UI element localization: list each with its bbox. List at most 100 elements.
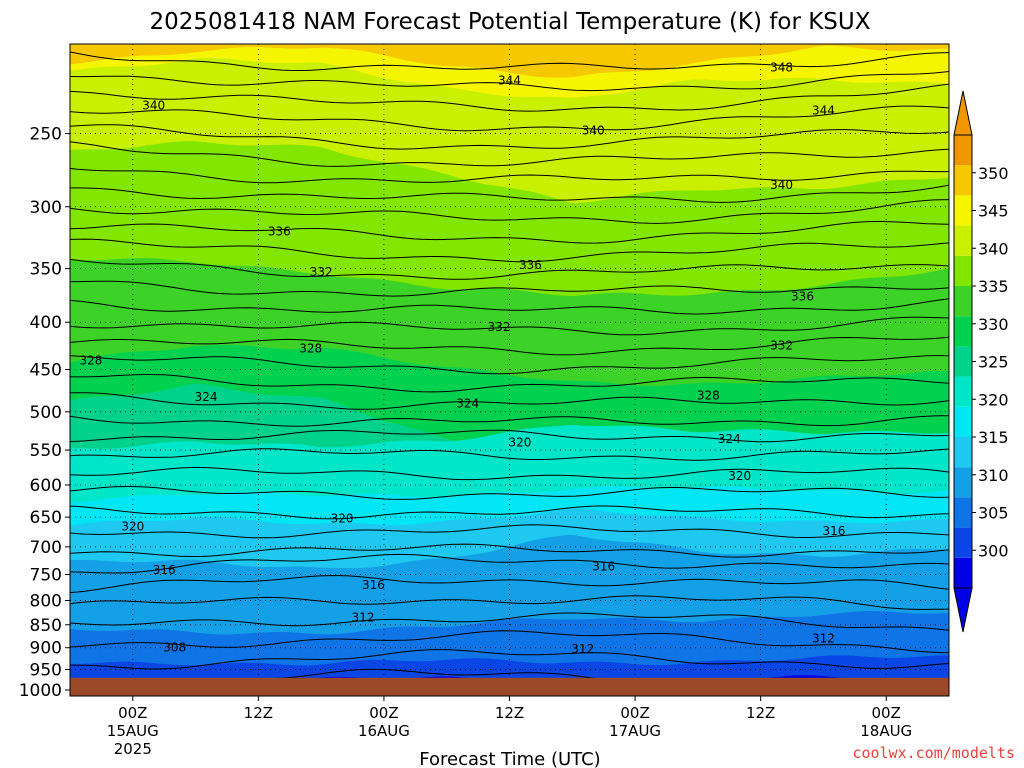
x-tick-date: 15AUG — [107, 722, 159, 740]
isentrope — [70, 298, 949, 315]
contour-label: 340 — [582, 123, 605, 137]
y-axis: 250 300 350 400 450 500 550 600 650 700 750 800 850 9… — [19, 125, 70, 701]
isentrope — [70, 429, 949, 443]
colorbar-segment — [954, 557, 972, 588]
contour-label: 312 — [352, 611, 375, 625]
colorbar: 300 305 310 315 320 325 330 335 340 345 350 — [953, 90, 1009, 633]
grid — [70, 44, 949, 696]
y-tick-label: 750 — [30, 566, 62, 586]
colorbar-segment — [954, 527, 972, 558]
isentrope — [70, 167, 949, 184]
y-tick-label: 250 — [30, 125, 62, 145]
isentrope — [70, 51, 949, 71]
colorbar-segment — [954, 165, 972, 196]
contour-label: 336 — [791, 289, 814, 303]
y-tick-label: 950 — [30, 660, 62, 680]
y-tick-label: 900 — [30, 639, 62, 659]
isentrope — [70, 524, 949, 539]
isentrope — [70, 553, 949, 574]
contour-label: 316 — [362, 578, 385, 592]
colorbar-label: 350 — [978, 164, 1009, 183]
y-tick-label: 350 — [30, 260, 62, 280]
isentrope — [70, 612, 949, 631]
colorbar-extend-low — [953, 587, 973, 633]
contour-label: 312 — [812, 632, 835, 646]
isentrope — [70, 238, 949, 263]
isentrope — [70, 141, 949, 167]
isentrope — [70, 105, 949, 132]
contour-label: 316 — [822, 524, 845, 538]
colorbar-label: 330 — [978, 315, 1009, 334]
x-tick-label: 00Z — [872, 704, 901, 722]
isentrope — [70, 258, 949, 280]
colorbar-label: 335 — [978, 277, 1009, 296]
x-tick-label: 12Z — [495, 704, 524, 722]
isentrope — [70, 415, 949, 427]
contour-label: 332 — [488, 320, 511, 334]
plot-area: 348 344 344 340 340 340 336 336 336 332 332 332 328 3… — [70, 44, 949, 696]
colorbar-segment — [954, 437, 972, 468]
x-tick-label: 00Z — [620, 704, 649, 722]
contour-label: 320 — [331, 511, 354, 525]
y-tick-label: 400 — [30, 313, 62, 333]
colorbar-segment — [954, 376, 972, 407]
chart-title: 2025081418 NAM Forecast Potential Temper… — [150, 9, 871, 35]
isentrope — [70, 505, 949, 520]
isentrope — [70, 71, 949, 92]
isentrope — [70, 392, 949, 410]
ground-below-surface — [70, 677, 949, 696]
contour-label: 328 — [79, 353, 102, 367]
contour-label: 332 — [770, 339, 793, 353]
contour-label: 324 — [456, 397, 479, 411]
y-tick-label: 1000 — [19, 681, 62, 701]
colorbar-extend-high — [953, 90, 973, 136]
colorbar-label: 300 — [978, 541, 1009, 560]
colorbar-label: 315 — [978, 428, 1009, 447]
x-tick-label: 00Z — [118, 704, 147, 722]
contour-label: 324 — [718, 432, 741, 446]
isentrope — [70, 466, 949, 481]
y-tick-label: 850 — [30, 616, 62, 636]
y-tick-label: 450 — [30, 361, 62, 381]
contour-label: 344 — [812, 103, 835, 117]
colorbar-label: 305 — [978, 504, 1009, 523]
contour-lines — [70, 51, 949, 692]
colorbar-segment — [954, 286, 972, 317]
colorbar-segment — [954, 225, 972, 256]
y-tick-label: 700 — [30, 538, 62, 558]
colorbar-segment — [954, 346, 972, 377]
colorbar-segment — [954, 467, 972, 498]
colorbar-label: 340 — [978, 239, 1009, 258]
x-tick-label: 12Z — [746, 704, 775, 722]
contour-label: 316 — [592, 559, 615, 573]
contour-labels: 348 344 344 340 340 340 336 336 336 332 332 332 328 3… — [79, 60, 845, 656]
contour-label: 320 — [121, 519, 144, 533]
y-tick-label: 300 — [30, 198, 62, 218]
isentrope — [70, 595, 949, 610]
isentrope — [70, 543, 949, 558]
isentrope — [70, 316, 949, 336]
colorbar-segment — [954, 195, 972, 226]
isentrope — [70, 124, 949, 150]
colorbar-segment — [954, 135, 972, 166]
contour-label: 324 — [195, 390, 218, 404]
contour-label: 332 — [310, 265, 333, 279]
contour-label: 340 — [142, 98, 165, 112]
contour-label: 328 — [299, 341, 322, 355]
y-tick-label: 600 — [30, 476, 62, 496]
x-tick-date: 18AUG — [860, 722, 912, 740]
y-tick-label: 550 — [30, 441, 62, 461]
contour-label: 320 — [509, 436, 532, 450]
credit-link[interactable]: coolwx.com/modelts — [852, 744, 1015, 762]
colorbar-segment — [954, 316, 972, 347]
x-tick-label: 12Z — [244, 704, 273, 722]
y-tick-label: 650 — [30, 508, 62, 528]
contour-label: 336 — [268, 224, 291, 238]
isentrope — [70, 221, 949, 244]
contour-label: 308 — [163, 641, 186, 655]
x-tick-date: 16AUG — [358, 722, 410, 740]
contour-label: 344 — [498, 73, 521, 87]
colorbar-segment — [954, 255, 972, 286]
